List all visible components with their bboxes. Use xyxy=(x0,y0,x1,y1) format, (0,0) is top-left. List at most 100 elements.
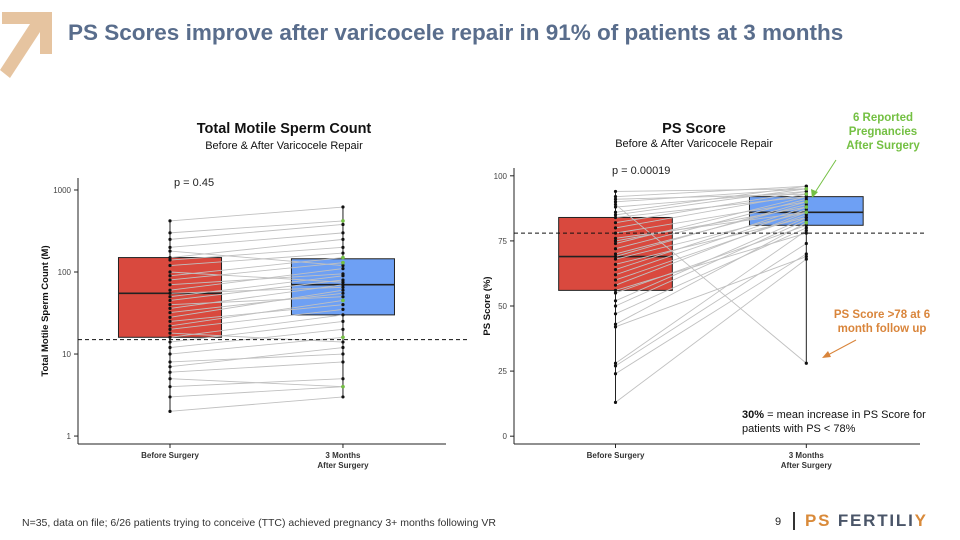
point-before xyxy=(613,400,618,404)
pair-line xyxy=(615,201,807,234)
y-tick-label: 75 xyxy=(498,237,507,246)
logo-arrow-icon xyxy=(0,12,52,78)
point-after xyxy=(804,226,808,230)
point-before xyxy=(613,205,618,209)
tmsc-boxplot-chart: 1 10 100 1000 Total Motile Sperm Count (M) Be… xyxy=(40,177,470,470)
pair-line xyxy=(169,238,344,259)
point-before xyxy=(168,370,172,374)
point-after xyxy=(341,283,345,287)
x-tick-label: 3 Months xyxy=(325,451,361,460)
pregnancy-point xyxy=(804,220,809,225)
point-after xyxy=(341,285,345,289)
point-after xyxy=(341,263,345,268)
threshold-arrow-head xyxy=(822,351,831,358)
point-before xyxy=(168,306,172,311)
pair-line xyxy=(169,386,343,398)
point-after xyxy=(341,395,345,399)
point-before xyxy=(613,252,618,256)
footnote: N=35, data on file; 6/26 patients trying… xyxy=(22,517,496,529)
point-before xyxy=(168,360,172,364)
point-before xyxy=(613,189,618,194)
point-before xyxy=(168,327,172,331)
point-before xyxy=(168,263,172,268)
pair-line xyxy=(169,286,343,294)
point-after xyxy=(804,213,808,217)
x-tick-label: Before Surgery xyxy=(141,451,199,460)
pair-line xyxy=(615,224,807,294)
point-before xyxy=(168,303,172,307)
pair-line xyxy=(615,185,807,198)
brand-glyph: Y xyxy=(914,511,928,530)
y-tick-label: 1 xyxy=(67,432,72,441)
pair-line xyxy=(169,304,344,322)
page-number: 9 xyxy=(775,516,782,528)
point-after xyxy=(341,205,345,209)
pair-line xyxy=(169,206,343,222)
point-before xyxy=(168,335,172,339)
point-before xyxy=(613,288,618,292)
mean-increase-text: = mean increase in PS Score for patients… xyxy=(742,409,926,435)
point-before xyxy=(168,237,172,241)
point-before xyxy=(613,283,618,287)
brand-ps: PS xyxy=(805,511,832,530)
pair-line xyxy=(169,396,343,412)
point-after xyxy=(804,223,808,227)
point-after xyxy=(341,345,345,350)
pregnancy-point xyxy=(341,260,345,265)
pair-line xyxy=(615,211,807,239)
point-before xyxy=(613,322,618,326)
point-after xyxy=(341,313,345,317)
pair-line xyxy=(615,232,807,291)
pair-line xyxy=(169,232,343,248)
pair-line xyxy=(169,320,344,343)
y-tick-label: 100 xyxy=(58,268,72,277)
point-before xyxy=(613,200,618,204)
point-before xyxy=(613,236,618,240)
pair-line xyxy=(615,190,807,208)
point-before xyxy=(168,340,172,344)
point-after xyxy=(804,208,808,212)
point-before xyxy=(168,409,172,413)
pair-line xyxy=(615,188,807,216)
pair-line xyxy=(169,328,344,348)
x-tick-label: After Surgery xyxy=(317,461,369,470)
x-tick-label: Before Surgery xyxy=(587,451,645,460)
y-tick-label: 10 xyxy=(62,350,71,359)
point-after xyxy=(341,377,345,381)
point-after xyxy=(341,340,345,344)
pair-line xyxy=(615,204,807,364)
pair-line xyxy=(169,220,343,234)
pair-line xyxy=(615,206,807,242)
point-after xyxy=(804,252,808,256)
threshold-arrow-line xyxy=(825,339,857,357)
point-after xyxy=(341,352,345,356)
pregnancy-point xyxy=(341,219,345,223)
point-before xyxy=(168,385,172,389)
pair-line xyxy=(169,336,344,355)
pregnancy-point xyxy=(804,192,809,196)
point-before xyxy=(168,365,172,369)
pair-line xyxy=(615,196,807,218)
point-after xyxy=(341,237,345,241)
point-before xyxy=(613,262,618,266)
point-before xyxy=(613,257,618,261)
pair-line xyxy=(169,252,343,266)
point-after xyxy=(341,319,345,323)
y-tick-label: 1000 xyxy=(53,186,71,195)
pair-line xyxy=(615,230,807,364)
point-after xyxy=(804,228,808,233)
pair-line xyxy=(615,258,807,403)
y-tick-label: 25 xyxy=(498,367,507,376)
point-after xyxy=(804,231,808,235)
point-before xyxy=(168,255,172,260)
pair-line xyxy=(615,222,807,325)
chart2-title: PS Score xyxy=(662,121,726,137)
point-before xyxy=(168,219,172,223)
point-before xyxy=(168,345,172,350)
point-after xyxy=(804,218,808,222)
point-after xyxy=(341,327,345,331)
point-after xyxy=(804,197,808,201)
pair-line xyxy=(169,257,344,277)
point-before xyxy=(168,377,172,381)
pregnancy-point xyxy=(341,255,345,260)
